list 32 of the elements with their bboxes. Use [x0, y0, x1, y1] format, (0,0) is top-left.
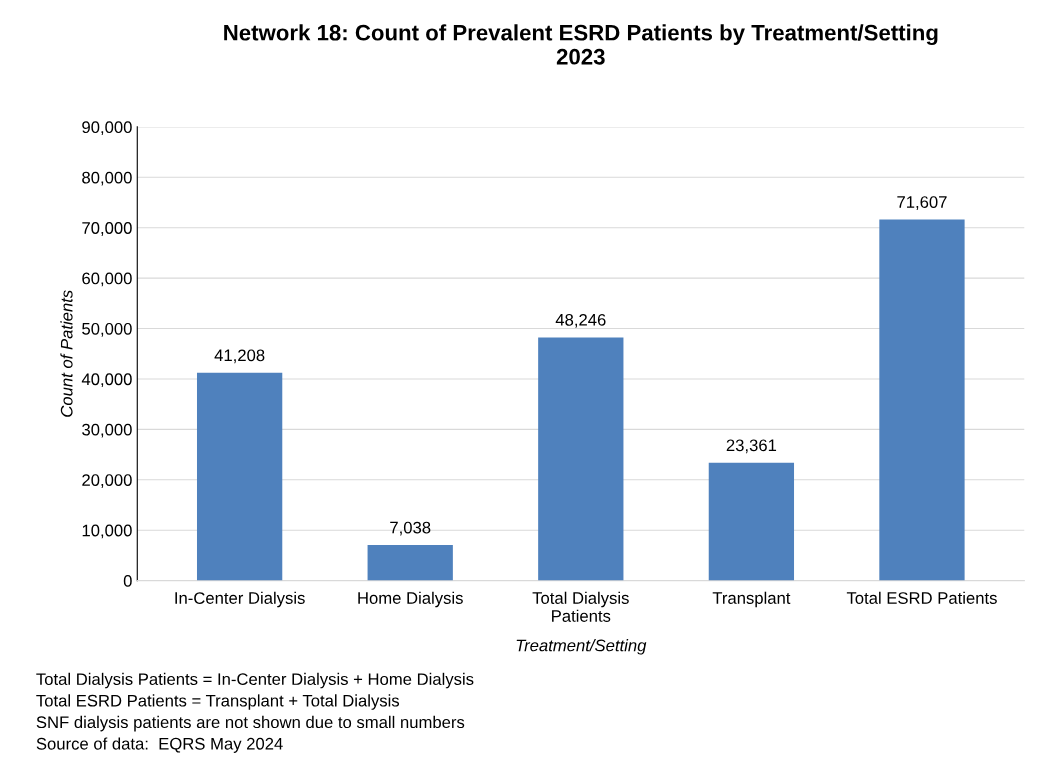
x-tick-label: In-Center Dialysis — [175, 591, 305, 608]
text: Total ESRD Patients = Transplant + Total Dialysis — [36, 694, 400, 710]
y-tick-label: 40,000 — [81, 373, 132, 388]
data-label: 71,607 — [897, 196, 947, 210]
data-label: 7,038 — [390, 521, 431, 536]
bar — [879, 219, 965, 581]
data-label: 41,208 — [214, 349, 265, 364]
y-tick-label: 60,000 — [82, 272, 132, 287]
data-label: 23,361 — [726, 439, 777, 454]
y-axis-title: Count of Patients — [60, 290, 73, 417]
y-tick-label: 90,000 — [82, 121, 132, 136]
y-tick-label: 80,000 — [82, 171, 132, 186]
x-tick-label: Transplant — [712, 591, 791, 608]
x-tick-label: Total Dialysis Patients — [532, 591, 629, 622]
x-axis-title: Treatment/Setting — [516, 639, 647, 655]
y-tick-label: 20,000 — [82, 474, 132, 488]
y-tick-label: 10,000 — [82, 524, 132, 539]
x-tick-label: Home Dialysis — [358, 591, 463, 608]
y-tick-label: 30,000 — [82, 423, 132, 438]
x-tick-label: Total ESRD Patients — [846, 591, 997, 604]
text: SNF dialysis patients are not shown due to small numbers — [36, 715, 465, 732]
data-label: 48,246 — [555, 313, 606, 328]
bar — [196, 372, 283, 581]
bar — [538, 337, 624, 581]
y-tick-label: 0 — [123, 575, 132, 587]
bar — [367, 545, 453, 581]
bar — [708, 462, 795, 581]
text: Total Dialysis Patients = In-Center Dialysis + Home Dialysis — [36, 672, 474, 689]
chart-title: Network 18: Count of Prevalent ESRD Patients by Treatment/Setting 2023 — [224, 24, 938, 65]
y-tick-label: 50,000 — [82, 322, 132, 337]
y-tick-label: 70,000 — [82, 222, 132, 236]
source-note: Source of data: EQRS May 2024 — [36, 737, 283, 753]
